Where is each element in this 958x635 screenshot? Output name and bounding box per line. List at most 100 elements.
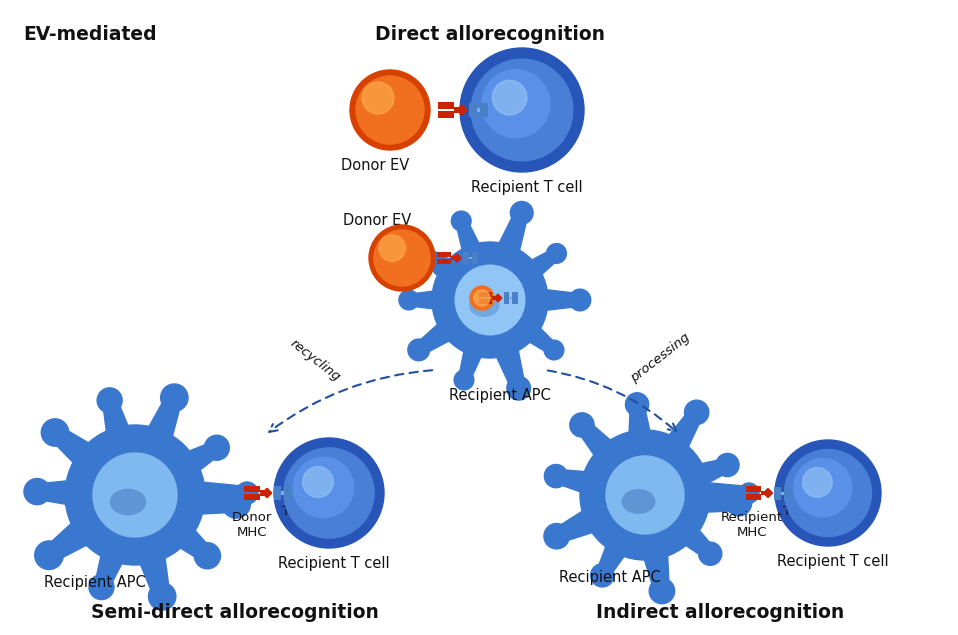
Circle shape (698, 542, 721, 565)
Text: TCR: TCR (282, 505, 308, 518)
Text: Donor EV: Donor EV (343, 213, 411, 228)
Text: TCR: TCR (783, 505, 809, 518)
Polygon shape (637, 531, 670, 592)
FancyBboxPatch shape (480, 103, 488, 117)
FancyBboxPatch shape (438, 102, 454, 109)
Polygon shape (525, 287, 580, 313)
Circle shape (569, 289, 591, 311)
FancyBboxPatch shape (437, 259, 450, 264)
FancyBboxPatch shape (463, 257, 478, 259)
Circle shape (455, 265, 525, 335)
Circle shape (606, 456, 684, 534)
Circle shape (350, 70, 430, 150)
Polygon shape (577, 420, 629, 476)
Circle shape (785, 450, 872, 537)
Text: Direct allorecognition: Direct allorecognition (375, 25, 605, 44)
Polygon shape (512, 249, 559, 290)
Circle shape (492, 80, 527, 115)
Polygon shape (456, 219, 489, 271)
Polygon shape (103, 398, 138, 458)
Circle shape (544, 464, 567, 488)
Polygon shape (677, 458, 730, 495)
Polygon shape (136, 394, 182, 462)
Circle shape (369, 225, 435, 291)
Text: EV-mediated: EV-mediated (23, 25, 157, 44)
Circle shape (544, 523, 569, 549)
Circle shape (580, 430, 710, 560)
Circle shape (379, 235, 405, 261)
FancyBboxPatch shape (785, 486, 791, 500)
Circle shape (293, 457, 354, 518)
Polygon shape (488, 329, 525, 391)
FancyBboxPatch shape (479, 299, 492, 304)
Circle shape (222, 490, 250, 518)
FancyBboxPatch shape (492, 296, 496, 300)
Circle shape (194, 543, 220, 569)
Text: Recipient APC: Recipient APC (559, 570, 661, 585)
Polygon shape (164, 441, 220, 487)
FancyBboxPatch shape (472, 252, 478, 264)
Circle shape (374, 230, 430, 286)
Text: Semi-direct allorecognition: Semi-direct allorecognition (91, 603, 379, 622)
Circle shape (399, 290, 419, 310)
FancyBboxPatch shape (469, 109, 488, 112)
FancyArrowPatch shape (548, 370, 676, 432)
Circle shape (362, 82, 394, 114)
Circle shape (716, 453, 739, 477)
Text: Donor EV: Donor EV (341, 158, 409, 173)
Polygon shape (682, 483, 740, 513)
Polygon shape (95, 530, 134, 590)
FancyBboxPatch shape (746, 494, 761, 500)
Circle shape (793, 458, 852, 517)
FancyBboxPatch shape (244, 486, 260, 492)
Circle shape (775, 440, 881, 546)
Circle shape (544, 340, 564, 360)
Circle shape (408, 339, 429, 361)
Text: recycling: recycling (287, 337, 343, 384)
Polygon shape (262, 488, 272, 498)
Circle shape (161, 384, 188, 411)
Polygon shape (555, 469, 609, 500)
Polygon shape (628, 404, 655, 457)
Polygon shape (653, 408, 703, 469)
Polygon shape (415, 309, 468, 355)
Circle shape (626, 392, 649, 416)
Circle shape (685, 400, 709, 424)
Circle shape (454, 370, 474, 390)
FancyBboxPatch shape (479, 292, 492, 297)
Text: Indirect allorecognition: Indirect allorecognition (596, 603, 844, 622)
Text: Recipient
MHC: Recipient MHC (721, 511, 783, 539)
Polygon shape (157, 510, 213, 561)
FancyBboxPatch shape (746, 486, 761, 492)
Polygon shape (409, 288, 455, 312)
Polygon shape (415, 245, 468, 290)
Circle shape (511, 201, 533, 224)
Polygon shape (596, 523, 639, 578)
Polygon shape (764, 488, 772, 497)
Circle shape (507, 377, 531, 400)
Circle shape (89, 575, 114, 599)
Circle shape (408, 239, 429, 261)
Circle shape (650, 578, 674, 604)
FancyBboxPatch shape (469, 103, 477, 117)
Circle shape (34, 541, 63, 570)
Circle shape (474, 290, 490, 306)
Text: Donor
MHC: Donor MHC (232, 511, 272, 539)
FancyArrowPatch shape (269, 370, 432, 432)
Circle shape (65, 425, 205, 565)
Circle shape (24, 479, 50, 505)
Circle shape (460, 48, 584, 172)
Circle shape (470, 286, 494, 310)
Text: Recipient T cell: Recipient T cell (777, 554, 889, 569)
Circle shape (356, 76, 424, 144)
Circle shape (236, 482, 258, 504)
FancyBboxPatch shape (454, 107, 460, 112)
Circle shape (482, 70, 550, 138)
Polygon shape (453, 254, 461, 262)
Circle shape (303, 467, 333, 497)
Polygon shape (677, 480, 755, 503)
Circle shape (547, 244, 566, 264)
Circle shape (803, 467, 833, 497)
FancyBboxPatch shape (774, 491, 791, 495)
Polygon shape (490, 211, 528, 272)
